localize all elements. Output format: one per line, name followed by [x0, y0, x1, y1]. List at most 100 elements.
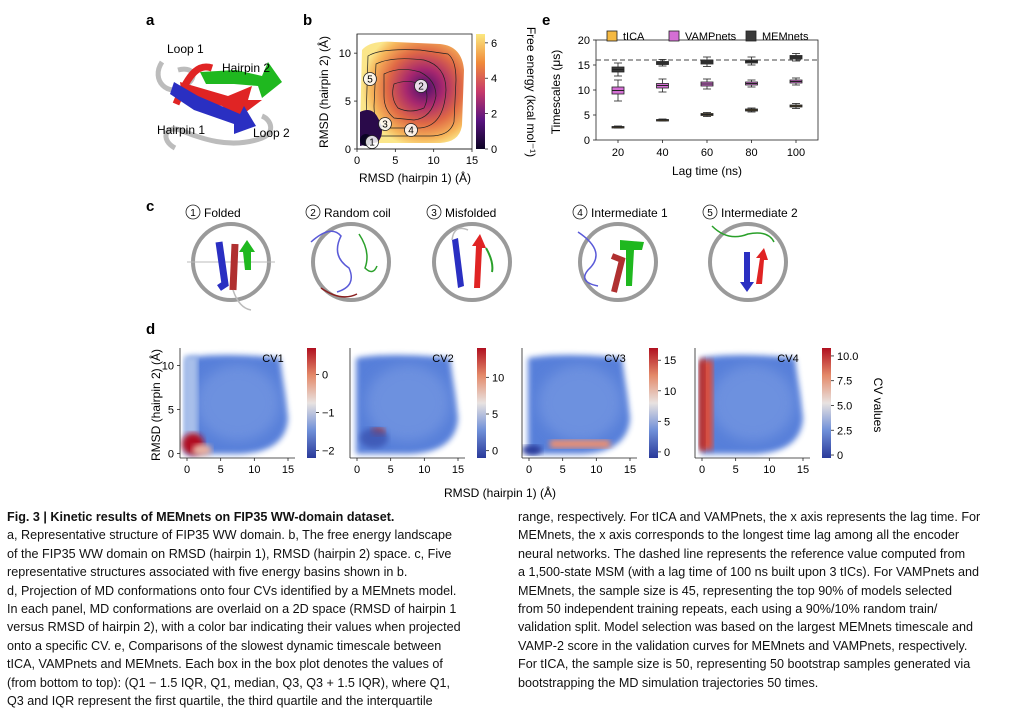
cv-x-tick-label: 10 — [763, 464, 775, 476]
structure-number: 3 — [431, 208, 437, 219]
e-box-vampnets-80 — [745, 79, 758, 88]
e-y-ticks: 0 5 10 15 20 — [578, 35, 596, 147]
structure-number: 2 — [310, 208, 316, 219]
strand-red — [472, 234, 486, 288]
panel-e: e tICA VAMPnets MEMnets 0 5 10 15 20 20 40 60 80 1… — [542, 12, 819, 178]
b-y-tick-label: 10 — [339, 48, 351, 60]
structure-ring — [578, 222, 658, 302]
cv-cloud-core — [538, 365, 622, 441]
e-box-memnets-40 — [656, 59, 669, 67]
caption-line: neural networks. The dashed line represe… — [518, 546, 966, 561]
caption-line: validation split. Model selection was ba… — [518, 620, 974, 635]
basin-marker-circle — [363, 72, 377, 86]
cv-x-tick-label: 15 — [282, 464, 294, 476]
e-box-memnets-60 — [700, 56, 714, 67]
e-legend-label: tICA — [623, 31, 645, 43]
cv-cloud-core — [196, 365, 280, 441]
cv-cbar-tick-label: 0 — [492, 446, 498, 458]
structure-label: Intermediate 2 — [721, 206, 798, 220]
strand-blue — [740, 252, 754, 292]
cv-x-tick-label: 5 — [388, 464, 394, 476]
b-cbar-tick-label: 2 — [491, 109, 497, 121]
cv-panel-name: CV1 — [262, 353, 283, 365]
e-x-tick-label: 80 — [745, 147, 757, 159]
cv-x-tick-label: 5 — [560, 464, 566, 476]
structure-cartoon — [577, 231, 644, 293]
caption-line: versus RMSD of hairpin 2), with a color … — [7, 620, 461, 635]
panel-letter-d: d — [146, 321, 155, 338]
cv-panel-cv3: 0 5 10 15 CV3 15 10 5 0 — [521, 348, 676, 476]
caption-title: Fig. 3 | Kinetic results of MEMnets on F… — [7, 510, 395, 524]
caption-line: MEMnets, the sample size is 45, represen… — [518, 583, 953, 598]
d-xlabel: RMSD (hairpin 1) (Å) — [444, 485, 556, 500]
panel-c: c 1 Folded 2 Random coil 3 Misfolded 4 Intermed… — [146, 198, 798, 311]
e-legend-swatch — [606, 30, 618, 42]
structure-label: Random coil — [324, 206, 391, 220]
cv-cbar-tick-label: 5 — [664, 416, 670, 428]
panel-a: a Loop 1 Hairpin 2 Hairpin 1 Loop 2 — [146, 12, 290, 151]
cv-scatter — [182, 355, 288, 456]
e-box-memnets-100 — [789, 53, 803, 62]
e-y-tick-label: 20 — [578, 35, 590, 47]
structure-cartoon — [187, 240, 275, 311]
strand-red — [610, 253, 626, 293]
e-legend: tICA VAMPnets MEMnets — [606, 30, 809, 43]
structure-cartoon — [711, 225, 775, 292]
cv-cbar-tick-label: 10 — [664, 386, 676, 398]
structure-label: Folded — [204, 206, 241, 220]
structure-1: 1 Folded — [185, 204, 275, 311]
e-legend-label: VAMPnets — [685, 31, 737, 43]
basin-marker-label: 3 — [382, 120, 388, 131]
e-x-tick-label: 60 — [701, 147, 713, 159]
cv-y-tick-label: 5 — [168, 405, 174, 417]
structure-ring — [432, 222, 512, 302]
caption-line: onto a specific CV. e, Comparisons of th… — [7, 638, 442, 653]
e-box-tica-100 — [789, 103, 803, 109]
caption-line: (from bottom to top): (Q1 − 1.5 IQR, Q1,… — [7, 675, 451, 690]
cv-panel-name: CV4 — [777, 353, 798, 365]
cv-panel-cv4: 0 5 10 15 CV4 10.0 7.5 5.0 2.5 0 — [694, 348, 858, 476]
e-box-vampnets-20 — [611, 79, 625, 102]
structure-number-circle — [572, 204, 588, 220]
cv-colorbar — [477, 348, 486, 458]
cv-ridge — [184, 356, 198, 454]
b-basin-markers: 1 2 3 4 5 — [363, 72, 428, 149]
d-ylabel: RMSD (hairpin 2) (Å) — [148, 349, 163, 461]
cv-x-tick-label: 15 — [797, 464, 809, 476]
b-y-tick-label: 5 — [345, 96, 351, 108]
caption-line: range, respectively. For tICA and VAMPne… — [518, 510, 981, 524]
b-colorbar — [476, 34, 485, 149]
panel-letter-c: c — [146, 198, 154, 215]
hairpin-red-strand — [180, 82, 262, 118]
label-hairpin2: Hairpin 2 — [222, 61, 270, 75]
cv-x-tick-label: 0 — [184, 464, 190, 476]
strand-blue — [215, 241, 229, 291]
caption-line: a 1,500-state MSM (with a lag time of 10… — [518, 565, 980, 580]
b-cbar-tick-label: 0 — [491, 144, 497, 156]
e-box-memnets-80 — [745, 56, 758, 66]
basin-marker-5: 5 — [363, 72, 377, 86]
structure-3: 3 Misfolded — [426, 204, 512, 302]
panel-letter-e: e — [542, 12, 550, 29]
cv-cbar-tick-label: 0 — [322, 370, 328, 382]
caption-line: d, Projection of MD conformations onto f… — [7, 583, 457, 598]
e-x-tick-label: 40 — [656, 147, 668, 159]
hairpin2-strand — [200, 62, 282, 98]
b-ylabel: RMSD (hairpin 2) (Å) — [316, 36, 331, 148]
e-boxplots — [611, 53, 803, 129]
caption-line: For tICA, the sample size is 50, represe… — [518, 657, 971, 672]
cv-x-tick-label: 5 — [218, 464, 224, 476]
b-cbar-tick-label: 6 — [491, 38, 497, 50]
caption-right-lines: range, respectively. For tICA and VAMPne… — [518, 508, 1008, 692]
coil — [232, 289, 252, 311]
e-y-tick-label: 15 — [578, 60, 590, 72]
structure-label: Intermediate 1 — [591, 206, 668, 220]
b-y-ticks: 0 5 10 — [339, 48, 357, 156]
panel-d: d RMSD (hairpin 2) (Å) RMSD (hairpin 1) … — [146, 321, 885, 500]
e-box-vampnets-60 — [700, 78, 714, 90]
basin-marker-label: 1 — [369, 138, 375, 149]
caption-right: range, respectively. For tICA and VAMPne… — [518, 508, 1008, 692]
cv-panel-cv1: 0 5 10 15 0 5 10 CV1 0 −1 −2 — [162, 348, 335, 476]
e-box-tica-60 — [700, 112, 714, 117]
